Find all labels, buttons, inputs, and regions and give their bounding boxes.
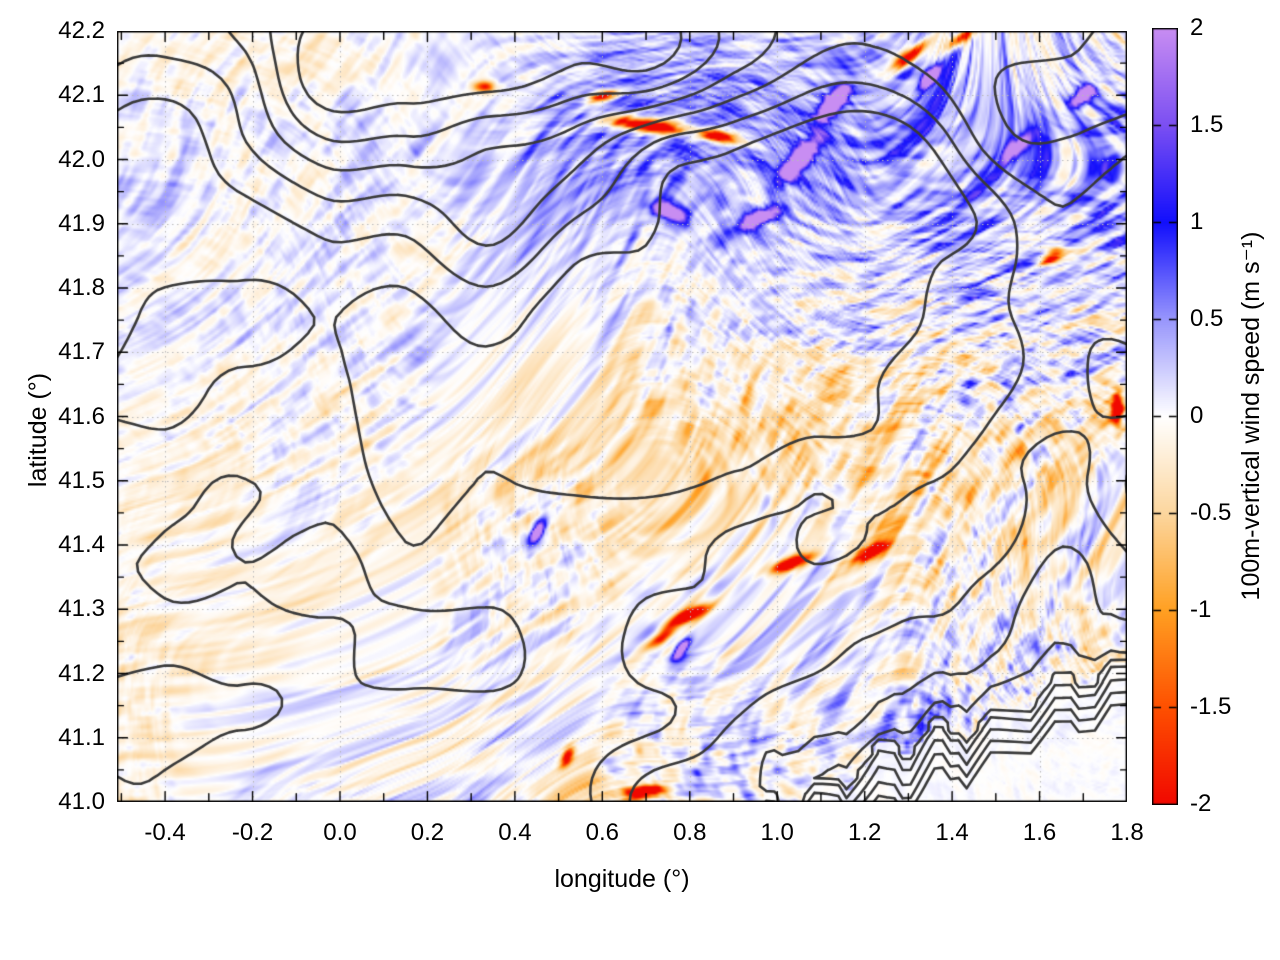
y-tick-label: 42.1: [58, 81, 105, 109]
y-tick-label: 41.0: [58, 788, 105, 815]
y-tick-label: 41.9: [58, 209, 105, 237]
x-tick-label: 0.8: [673, 819, 707, 846]
x-axis-label: longitude (°): [554, 865, 690, 893]
y-tick-label: 41.5: [58, 466, 105, 494]
x-tick-label: 1.0: [760, 819, 794, 846]
x-tick-label: 0.6: [585, 819, 619, 846]
x-tick-label: 1.8: [1110, 819, 1144, 846]
colorbar-tick-label: -1.5: [1190, 693, 1232, 720]
colorbar-tick-label: 1.5: [1190, 111, 1224, 138]
y-tick-label: 41.7: [58, 338, 105, 366]
x-tick-label: 0.4: [498, 819, 532, 846]
x-tick-label: 0.0: [323, 819, 357, 846]
x-tick-label: -0.2: [231, 819, 274, 846]
colorbar-label: 100m-vertical wind speed (m s⁻¹): [1237, 231, 1265, 601]
y-tick-label: 42.2: [58, 17, 105, 44]
y-tick-label: 41.1: [58, 723, 105, 751]
colorbar-tick-label: 0.5: [1190, 305, 1224, 332]
x-tick-label: 1.2: [847, 819, 882, 846]
x-tick-label: 1.6: [1022, 819, 1057, 846]
y-tick-label: 41.2: [58, 659, 105, 687]
colorbar-tick-label: -0.5: [1190, 499, 1232, 526]
x-tick-label: -0.4: [144, 819, 186, 846]
colorbar-tick-label: -1: [1190, 596, 1212, 623]
y-tick-label: 42.0: [58, 145, 105, 173]
heatmap-plot-area: [117, 31, 1127, 802]
colorbar-tick-label: 1: [1190, 208, 1204, 235]
colorbar-tick-label: 2: [1190, 14, 1204, 41]
y-tick-label: 41.8: [58, 274, 105, 301]
y-tick-label: 41.3: [58, 595, 105, 623]
colorbar-tick-label: 0: [1190, 402, 1204, 429]
y-tick-label: 41.6: [58, 402, 105, 430]
y-tick-label: 41.4: [58, 531, 105, 558]
colorbar: [1152, 28, 1178, 805]
x-tick-label: 0.2: [410, 819, 445, 846]
x-tick-label: 1.4: [935, 819, 969, 846]
colorbar-tick-label: -2: [1190, 790, 1212, 817]
